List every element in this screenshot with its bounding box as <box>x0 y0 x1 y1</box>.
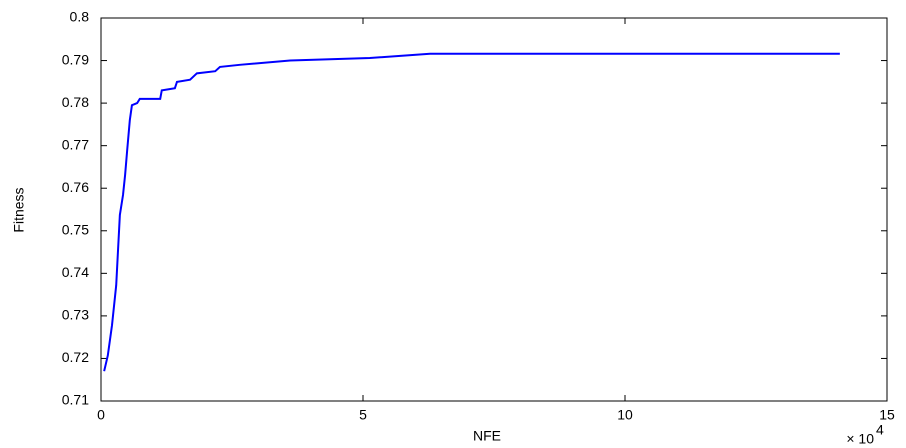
chart: NFE Fitness × 10 4 0.71 0.72 0.73 0.74 0.75 0… <box>0 0 906 448</box>
page: {"chart_data": { "type": "line", "x_labe… <box>0 0 906 448</box>
x-scale-label: × 10 <box>846 431 874 447</box>
x-axis-label: NFE <box>473 428 501 444</box>
y-tick-label: 0.71 <box>62 392 89 408</box>
y-tick-label: 0.74 <box>62 264 89 280</box>
plot-frame <box>101 18 887 401</box>
y-tick-label: 0.8 <box>70 9 90 25</box>
x-scale-exponent: 4 <box>876 422 884 438</box>
x-tick-label: 10 <box>617 407 633 423</box>
x-tick-label: 5 <box>359 407 367 423</box>
y-tick-label: 0.72 <box>62 349 89 365</box>
y-tick-label: 0.75 <box>62 221 89 237</box>
x-tick-label: 15 <box>879 407 895 423</box>
y-axis-label: Fitness <box>11 187 27 232</box>
y-tick-label: 0.78 <box>62 94 89 110</box>
data-line <box>104 54 840 371</box>
y-tick-label: 0.73 <box>62 307 89 323</box>
y-tick-label: 0.79 <box>62 51 89 67</box>
x-tick-label: 0 <box>97 407 105 423</box>
y-tick-label: 0.77 <box>62 136 89 152</box>
y-tick-label: 0.76 <box>62 179 89 195</box>
